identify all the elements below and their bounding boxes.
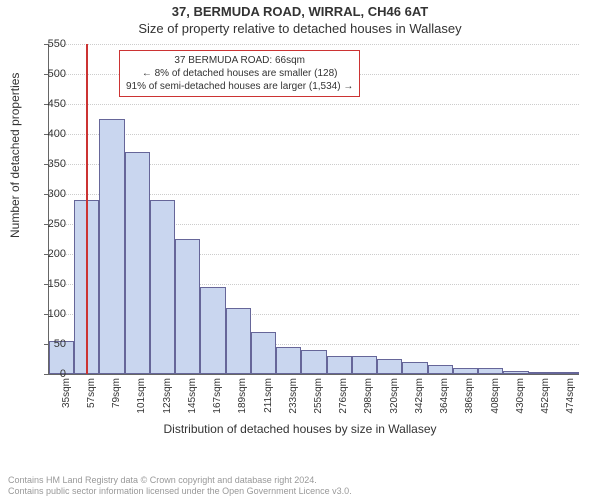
x-axis-label: Distribution of detached houses by size … [0,422,600,436]
histogram-bar [99,119,124,374]
footer-line: Contains HM Land Registry data © Crown c… [8,475,592,486]
x-tick-label: 123sqm [162,378,173,428]
x-tick-label: 430sqm [515,378,526,428]
x-tick-label: 342sqm [414,378,425,428]
footer-line: Contains public sector information licen… [8,486,592,497]
x-tick-label: 233sqm [288,378,299,428]
x-tick-label: 452sqm [540,378,551,428]
histogram-bar [301,350,326,374]
histogram-bar [453,368,478,374]
histogram-bar [150,200,175,374]
annotation-line: ← 8% of detached houses are smaller (128… [126,67,353,80]
histogram-bar [226,308,251,374]
histogram-bar [352,356,377,374]
histogram-chart: Number of detached properties 37 BERMUDA… [0,38,600,438]
plot-area: 37 BERMUDA ROAD: 66sqm ← 8% of detached … [48,44,579,375]
histogram-bar [276,347,301,374]
marker-line [86,44,88,374]
x-tick-label: 145sqm [187,378,198,428]
histogram-bar [200,287,225,374]
x-tick-label: 101sqm [136,378,147,428]
y-axis-label: Number of detached properties [8,73,22,238]
histogram-bar [478,368,503,374]
x-tick-label: 255sqm [313,378,324,428]
histogram-bar [503,371,528,374]
x-tick-label: 57sqm [86,378,97,428]
x-tick-label: 211sqm [263,378,274,428]
annotation-line: 37 BERMUDA ROAD: 66sqm [126,54,353,67]
histogram-bar [327,356,352,374]
x-tick-label: 320sqm [389,378,400,428]
histogram-bar [428,365,453,374]
x-tick-label: 167sqm [212,378,223,428]
histogram-bar [175,239,200,374]
annotation-line: 91% of semi-detached houses are larger (… [126,80,353,93]
x-tick-label: 189sqm [237,378,248,428]
footer-attribution: Contains HM Land Registry data © Crown c… [8,475,592,498]
x-tick-label: 474sqm [565,378,576,428]
annotation-box: 37 BERMUDA ROAD: 66sqm ← 8% of detached … [119,50,360,97]
x-tick-label: 408sqm [490,378,501,428]
x-tick-label: 276sqm [338,378,349,428]
page-title: 37, BERMUDA ROAD, WIRRAL, CH46 6AT [0,0,600,19]
histogram-bar [377,359,402,374]
page-subtitle: Size of property relative to detached ho… [0,21,600,36]
histogram-bar [529,372,554,374]
x-tick-label: 79sqm [111,378,122,428]
histogram-bar [554,372,579,374]
x-tick-label: 298sqm [363,378,374,428]
x-tick-label: 35sqm [61,378,72,428]
histogram-bar [251,332,276,374]
histogram-bar [402,362,427,374]
histogram-bar [125,152,150,374]
x-tick-label: 386sqm [464,378,475,428]
x-tick-label: 364sqm [439,378,450,428]
